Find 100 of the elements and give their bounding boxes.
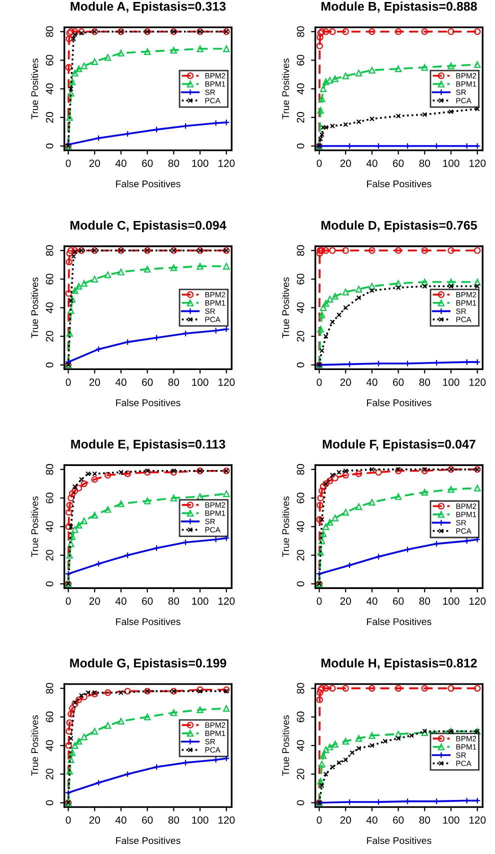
x-axis-title: False Positives [116,180,180,188]
x-tick-label: 20 [89,160,100,167]
y-tick-label: 20 [296,768,304,780]
x-axis-title: False Positives [367,399,432,406]
x-tick-label: 20 [340,597,351,605]
x-tick-label: 80 [168,816,180,824]
y-tick-label: 60 [296,274,304,284]
y-tick-label: 40 [296,521,304,532]
y-tick-label: 0 [46,362,54,368]
x-tick-label: 0 [316,816,322,824]
y-tick-label: 40 [46,302,54,314]
x-tick-label: 120 [218,816,235,824]
chart-title: Module B, Epistasis=0.888 [321,2,477,14]
x-tick-label: 60 [393,597,404,605]
x-tick-label: 40 [115,816,126,824]
x-tick-label: 100 [192,816,208,824]
x-tick-label: 100 [443,597,460,605]
y-tick-label: 80 [46,245,54,256]
x-tick-label: 60 [393,378,404,386]
y-tick-label: 20 [296,112,304,123]
x-tick-label: 120 [469,597,486,605]
y-tick-label: 80 [46,26,54,37]
y-tick-label: 0 [296,362,304,368]
chart-title: Module A, Epistasis=0.313 [70,2,226,14]
y-tick-label: 80 [46,682,54,694]
x-tick-label: 40 [366,816,378,824]
y-tick-label: 80 [296,464,304,475]
y-axis-title: True Positives [282,277,290,338]
x-tick-label: 100 [192,160,208,167]
y-tick-label: 0 [46,144,54,149]
x-tick-label: 100 [443,816,460,824]
chart-title: Module E, Epistasis=0.113 [71,439,226,452]
x-tick-label: 80 [419,816,430,824]
y-tick-label: 0 [46,581,54,586]
y-tick-label: 20 [296,550,304,560]
y-axis-title: True Positives [30,58,38,120]
x-tick-label: 0 [66,378,71,386]
y-tick-label: 0 [296,800,304,806]
x-tick-label: 100 [443,378,460,386]
y-tick-label: 60 [46,492,54,504]
y-tick-label: 20 [46,550,54,560]
y-tick-label: 80 [296,682,304,694]
y-axis-title: True Positives [30,277,38,338]
y-tick-label: 40 [46,83,54,94]
x-tick-label: 20 [340,160,351,167]
x-tick-label: 120 [469,816,486,824]
y-tick-label: 20 [46,112,54,123]
y-axis-title: True Positives [282,496,290,558]
y-tick-label: 40 [46,740,54,752]
x-tick-label: 40 [115,378,126,386]
x-tick-label: 120 [218,160,235,167]
x-tick-label: 120 [218,597,235,605]
x-tick-label: 0 [316,378,322,386]
y-tick-label: 40 [296,740,304,752]
x-tick-label: 40 [366,160,378,167]
x-tick-label: 20 [340,378,351,386]
x-tick-label: 40 [366,378,378,386]
x-axis-title: False Positives [116,618,180,626]
x-tick-label: 20 [89,597,100,605]
x-tick-label: 100 [192,597,208,605]
x-tick-label: 60 [393,160,404,167]
x-tick-label: 20 [340,816,351,824]
x-tick-label: 100 [192,378,208,386]
x-tick-label: 60 [142,160,153,167]
y-tick-label: 20 [46,768,54,780]
chart-title: Module G, Epistasis=0.199 [70,658,226,670]
x-tick-label: 80 [419,378,430,386]
x-axis-title: False Positives [367,836,432,844]
y-tick-label: 80 [296,245,304,256]
x-tick-label: 100 [443,160,460,167]
x-tick-label: 0 [66,816,71,824]
x-axis-title: False Positives [367,618,432,626]
chart-title: Module D, Epistasis=0.765 [321,220,477,232]
x-tick-label: 0 [66,160,71,167]
x-tick-label: 20 [89,378,100,386]
x-axis-title: False Positives [116,836,180,844]
x-tick-label: 0 [316,597,322,605]
x-tick-label: 120 [469,160,486,167]
y-tick-label: 80 [46,464,54,475]
x-tick-label: 60 [393,816,404,824]
y-tick-label: 60 [296,712,304,722]
x-axis-title: False Positives [116,399,180,406]
x-tick-label: 120 [218,378,235,386]
y-tick-label: 60 [46,54,54,66]
y-tick-label: 80 [296,26,304,37]
x-tick-label: 40 [115,597,126,605]
y-tick-label: 40 [46,521,54,532]
y-tick-label: 60 [296,54,304,66]
y-axis-title: True Positives [30,496,38,558]
chart-title: Module H, Epistasis=0.812 [321,658,477,670]
y-axis-title: True Positives [282,715,290,776]
x-tick-label: 80 [168,378,180,386]
x-tick-label: 80 [168,160,180,167]
y-tick-label: 0 [46,800,54,806]
y-tick-label: 40 [296,302,304,314]
y-tick-label: 20 [46,330,54,342]
x-tick-label: 80 [419,597,430,605]
y-tick-label: 60 [46,274,54,284]
chart-title: Module C, Epistasis=0.094 [70,220,226,232]
x-tick-label: 60 [142,816,153,824]
